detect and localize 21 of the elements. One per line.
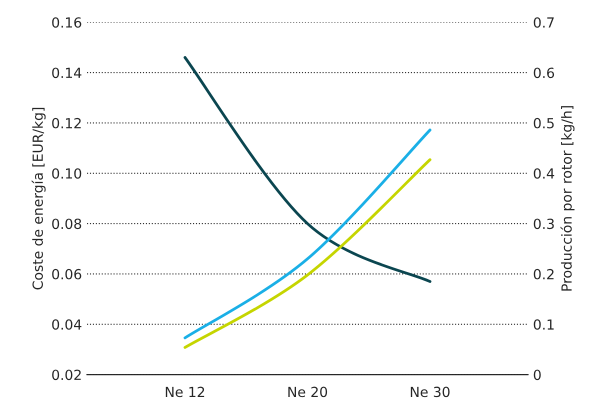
x-tick-label: Ne 30 [410,386,450,398]
y2-tick-label: 0.3 [534,218,554,230]
y2-tick-label: 0.6 [534,68,554,78]
y-tick-label: 0.16 [52,17,82,28]
y-tick-label: 0.12 [52,118,81,128]
y-tick-label: 0.10 [52,168,82,179]
x-tick-label: Ne 12 [166,386,204,398]
y-tick-label: 0.14 [52,68,82,78]
y2-tick-label: 0.4 [534,168,554,179]
y-tick-label: 0.02 [52,370,81,380]
y2-tick-label: 0.7 [534,17,554,28]
y-tick-label: 0.04 [52,319,82,330]
y2-tick-label: 0 [534,370,541,380]
y2-axis-title: Producción por rotor [kg/h] [560,106,574,291]
y2-tick-label: 0.5 [534,118,554,128]
y-tick-label: 0.06 [52,268,82,280]
y2-tick-label: 0.1 [534,319,554,330]
x-tick-label: Ne 20 [288,386,328,398]
y-tick-label: 0.08 [52,218,82,230]
y-axis-title: Coste de energía [EUR/kg] [32,108,46,290]
y2-tick-label: 0.2 [534,268,554,280]
